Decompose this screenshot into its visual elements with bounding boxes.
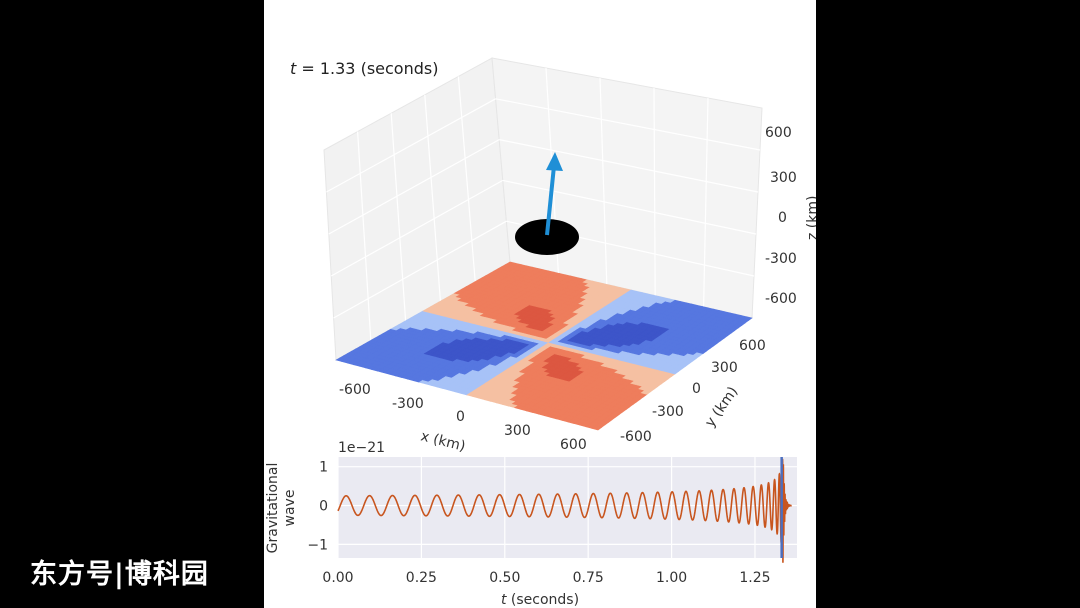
x-tick-label: 1.25 <box>739 570 770 586</box>
y-axis-label: y (km) <box>702 384 741 430</box>
z-axis: -600 -300 0 300 600 z (km) <box>765 125 816 307</box>
y-tick-label: 1 <box>319 460 328 476</box>
wall-grid-line <box>357 131 372 341</box>
wall-grid-line <box>495 98 761 151</box>
wave-plot-area <box>338 457 797 558</box>
watermark: 东方号|博科园 <box>30 559 209 590</box>
z-tick: -300 <box>765 251 797 267</box>
figure-panel: t = 1.33 (seconds) -600 -300 0 300 600 z… <box>264 0 816 608</box>
y-tick: -600 <box>620 429 652 445</box>
x-tick: -300 <box>392 396 424 412</box>
wall-grid-line <box>653 87 656 296</box>
figure: t = 1.33 (seconds) -600 -300 0 300 600 z… <box>265 57 816 608</box>
x-tick: -600 <box>339 382 371 398</box>
spin-arrow <box>545 152 563 236</box>
wave-chart: 0.00 0.25 0.50 0.75 1.00 1.25 1 0 −1 1e−21 Gravi… <box>265 440 797 608</box>
x-tick: 600 <box>560 437 587 453</box>
contour-floor <box>335 261 753 431</box>
z-tick: 0 <box>778 210 787 226</box>
wave-series-line <box>337 458 792 563</box>
offset-text: 1e−21 <box>338 440 385 456</box>
wall-grid-line <box>424 94 441 302</box>
z-tick: 300 <box>770 170 797 186</box>
time-title: t = 1.33 (seconds) <box>290 59 438 78</box>
x-axis-label: t (seconds) <box>501 592 579 608</box>
y-tick-label: 0 <box>319 499 328 515</box>
x-tick-label: 0.00 <box>322 570 353 586</box>
wall-grid-line <box>703 97 709 307</box>
y-axis-label: Gravitationalwave <box>265 463 298 554</box>
wall-grid-line <box>328 139 500 235</box>
x-tick: 0 <box>456 409 465 425</box>
wall-grid-line <box>390 113 407 321</box>
y-tick: 0 <box>692 381 701 397</box>
wall-grid-line <box>326 98 496 193</box>
x-tick-label: 0.25 <box>406 570 437 586</box>
black-hole-disk <box>515 219 579 255</box>
contour-cell <box>742 316 753 321</box>
y-tick-label: −1 <box>307 537 328 553</box>
z-tick: 600 <box>765 125 792 141</box>
wall-grid-line <box>502 179 757 235</box>
x-tick-label: 1.00 <box>656 570 687 586</box>
x-axis-label: x (km) <box>419 428 467 455</box>
x-tick: 300 <box>504 423 531 439</box>
wall-grid-line <box>457 76 476 282</box>
y-tick: -300 <box>652 404 684 420</box>
wall-grid-line <box>499 139 759 193</box>
x-tick-label: 0.50 <box>489 570 520 586</box>
wall-grid-line <box>333 220 507 319</box>
z-axis-label: z (km) <box>805 196 816 240</box>
wall-grid-line <box>599 77 608 285</box>
wall-grid-line <box>330 179 504 277</box>
y-tick: 600 <box>739 338 766 354</box>
x-tick-label: 0.75 <box>573 570 604 586</box>
y-tick: 300 <box>711 360 738 376</box>
z-tick: -600 <box>765 291 797 307</box>
